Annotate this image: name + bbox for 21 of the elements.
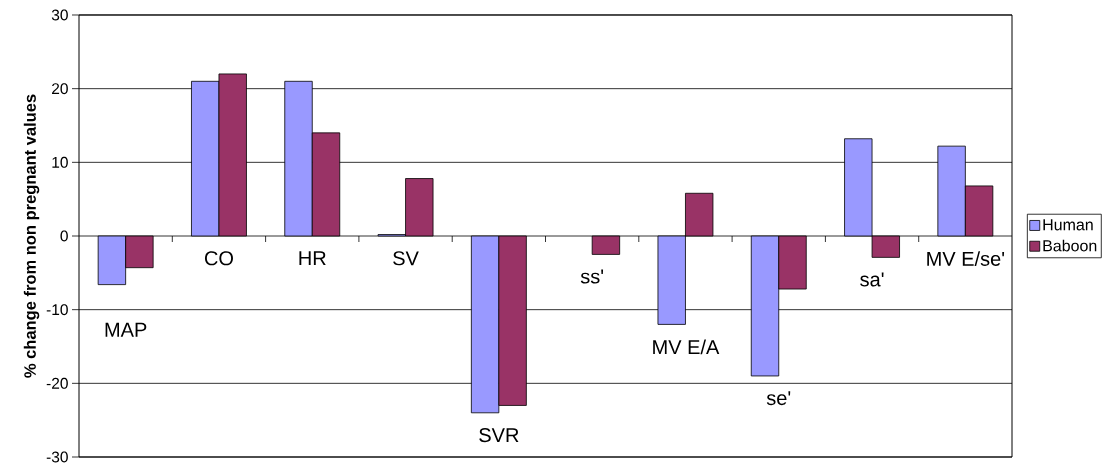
x-tick-label: SVR (479, 428, 519, 443)
bar (591, 235, 621, 255)
x-tick-label: CO (204, 251, 233, 266)
y-tick-label: 10 (52, 156, 68, 168)
x-tick-label: MV E/A (653, 339, 720, 355)
y-tick-label: -30 (46, 451, 68, 463)
y-tick-label: 30 (51, 9, 68, 21)
y-tick-label: 20 (52, 83, 68, 95)
x-tick-label: HR (299, 251, 326, 265)
y-tick-label: 0 (60, 230, 68, 242)
x-tick-label: SV (393, 251, 419, 266)
x-tick-label: se' (766, 391, 791, 406)
legend-label: Human (1043, 219, 1093, 231)
x-tick-label: sa' (860, 272, 884, 287)
legend-label: Baboon (1043, 239, 1097, 252)
y-axis-title: % change from non pregnant values (23, 94, 40, 378)
y-tick-label: -20 (46, 377, 68, 389)
y-tick-label: -10 (46, 304, 68, 316)
x-tick-label: ss' (580, 269, 604, 284)
x-tick-label: MAP (105, 322, 147, 337)
x-tick-label: MV E/se' (927, 251, 1005, 266)
